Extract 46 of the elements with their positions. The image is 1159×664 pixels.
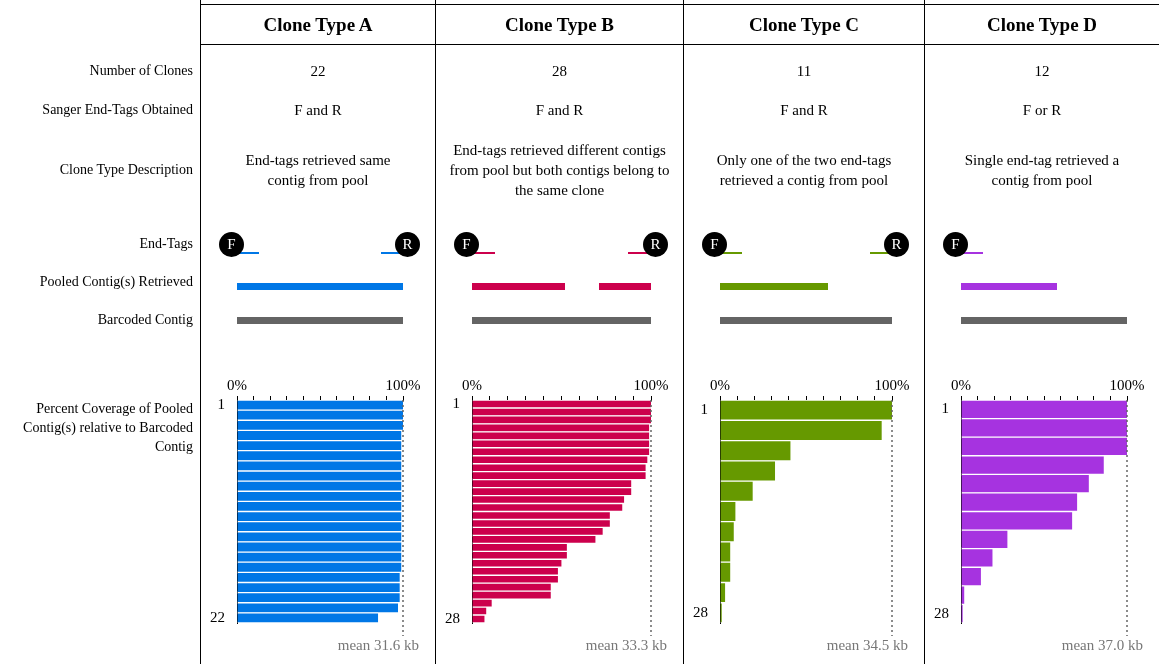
- text: F and R: [779, 101, 829, 120]
- chart-title: Clone Type D: [925, 4, 1159, 45]
- text: mean 33.3 kb: [585, 637, 667, 654]
- text: End-tags retrieved different contigs from pool but both contigs belong to the same clone: [448, 141, 671, 200]
- y-tick-label: 1: [217, 396, 225, 413]
- text: mean 31.6 kb: [337, 637, 419, 654]
- y-tick-label: 1: [452, 394, 460, 411]
- y-tick-label: 1: [941, 400, 949, 417]
- circle-badge-icon: R: [643, 232, 668, 257]
- text: 12: [1033, 62, 1051, 81]
- text: Sanger End-Tags Obtained: [42, 102, 193, 118]
- x-tick-label: 0%: [710, 376, 730, 393]
- y-tick-label: 1: [700, 401, 708, 418]
- text: Single end-tag retrieved a contig from pool: [963, 151, 1121, 190]
- circle-badge-icon: F: [219, 232, 244, 257]
- text: Barcoded Contig: [97, 312, 193, 328]
- text: End-tags retrieved same contig from pool: [244, 151, 392, 190]
- text: Percent Coverage of Pooled Contig(s) relative to Barcoded Contig: [22, 400, 193, 456]
- x-tick-label: 0%: [462, 376, 482, 393]
- circle-badge-icon: F: [943, 232, 968, 257]
- chart-title: Clone Type C: [684, 4, 924, 45]
- chart-title: Clone Type B: [436, 4, 683, 45]
- text: Only one of the two end-tags retrieved a contig from pool: [715, 151, 893, 190]
- x-tick-label: 100%: [385, 376, 421, 393]
- x-tick-label: 0%: [227, 376, 247, 393]
- text: F and R: [534, 101, 585, 120]
- x-tick-label: 100%: [874, 376, 910, 393]
- text: Number of Clones: [89, 63, 193, 79]
- circle-badge-icon: R: [884, 232, 909, 257]
- text: F or R: [1021, 101, 1063, 120]
- chart-title: Clone Type A: [201, 4, 435, 45]
- text: End-Tags: [139, 236, 193, 252]
- text: Pooled Contig(s) Retrieved: [39, 274, 193, 290]
- circle-badge-icon: F: [454, 232, 479, 257]
- text: 22: [309, 62, 327, 81]
- x-tick-label: 100%: [633, 376, 669, 393]
- text: mean 37.0 kb: [1061, 637, 1143, 654]
- circle-badge-icon: R: [395, 232, 420, 257]
- text: mean 34.5 kb: [826, 637, 908, 654]
- text: 11: [795, 62, 813, 81]
- x-tick-label: 100%: [1109, 376, 1145, 393]
- circle-badge-icon: F: [702, 232, 727, 257]
- text: Clone Type Description: [59, 162, 193, 178]
- text: F and R: [293, 101, 343, 120]
- x-tick-label: 0%: [951, 376, 971, 393]
- text: 28: [551, 62, 568, 81]
